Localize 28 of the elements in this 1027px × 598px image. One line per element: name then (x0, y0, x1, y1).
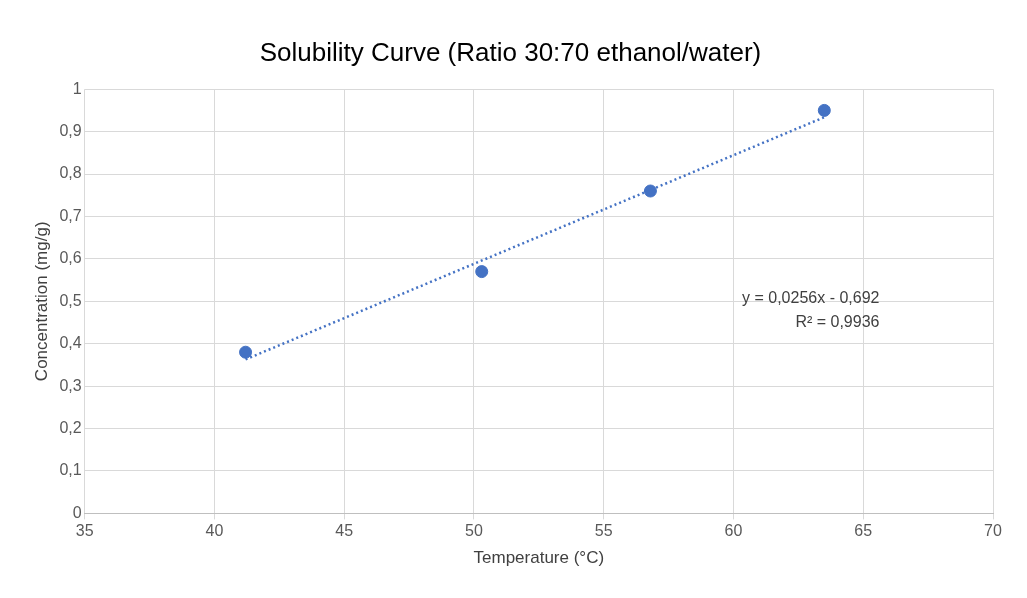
y-tick-label: 0 (72, 503, 82, 521)
x-tick-label: 35 (75, 522, 94, 540)
x-tick-label: 45 (335, 522, 354, 540)
y-tick-label: 0,9 (59, 122, 82, 140)
x-tick-label: 70 (984, 522, 1002, 540)
y-axis-title: Concentration (mg/g) (31, 221, 51, 382)
y-tick-label: 0,1 (59, 461, 82, 479)
point (817, 103, 831, 117)
x-tick-label: 65 (854, 522, 873, 540)
x-tick-label: 40 (205, 522, 224, 540)
y-tick-label: 0,6 (59, 249, 82, 267)
y-tick-label: 0,4 (59, 334, 82, 352)
y-tick-label: 0,3 (59, 376, 82, 394)
point (475, 265, 489, 279)
point (643, 184, 657, 198)
y-tick-label: 1 (72, 79, 82, 97)
chart-title: Solubility Curve (Ratio 30:70 ethanol/water) (259, 36, 762, 67)
x-tick-label: 50 (465, 522, 483, 540)
x-tick-label: 60 (724, 522, 743, 540)
y-tick-label: 0,5 (59, 291, 82, 309)
point (239, 345, 253, 359)
y-tick-label: 0,7 (59, 206, 82, 224)
annotation: R² = 0,9936 (795, 313, 880, 331)
y-tick-label: 0,8 (59, 164, 82, 182)
x-axis-title: Temperature (°C) (473, 548, 605, 568)
annotation: y = 0,0256x - 0,692 (742, 289, 880, 307)
x-tick-label: 55 (594, 522, 613, 540)
y-tick-label: 0,2 (59, 418, 82, 436)
